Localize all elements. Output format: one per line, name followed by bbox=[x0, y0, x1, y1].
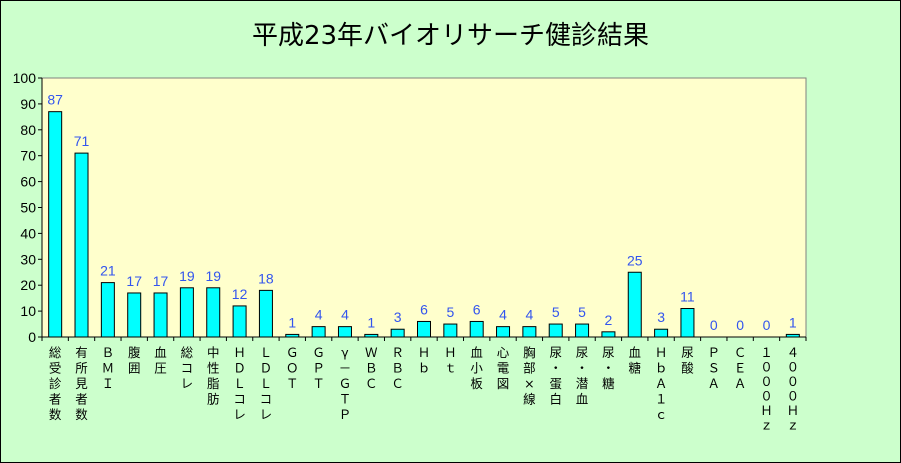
y-tick-label: 30 bbox=[20, 251, 36, 267]
data-label: 4 bbox=[499, 307, 507, 323]
category-label: 総受診者数 bbox=[49, 345, 62, 422]
data-label: 4 bbox=[525, 307, 533, 323]
bar bbox=[417, 320, 431, 338]
category-label: ＢＭＩ bbox=[102, 345, 115, 391]
data-label: 71 bbox=[74, 133, 90, 149]
bar bbox=[337, 326, 352, 338]
bar bbox=[364, 333, 379, 338]
category-label: 尿・糖 bbox=[602, 345, 615, 391]
y-tick-label: 50 bbox=[20, 200, 36, 216]
data-label: 25 bbox=[627, 252, 643, 268]
bar bbox=[232, 305, 247, 338]
bar bbox=[179, 287, 194, 338]
data-label: 0 bbox=[736, 317, 744, 333]
y-tick-label: 10 bbox=[20, 303, 36, 319]
data-label: 0 bbox=[710, 317, 718, 333]
data-label: 6 bbox=[420, 301, 428, 317]
data-label: 19 bbox=[179, 268, 195, 284]
bar bbox=[153, 292, 168, 338]
data-label: 21 bbox=[100, 263, 116, 279]
data-label: 19 bbox=[205, 268, 221, 284]
category-label: ＧＯＴ bbox=[286, 345, 299, 391]
category-label: 心電図 bbox=[497, 345, 510, 391]
category-label: ＨｂＡ１ｃ bbox=[655, 345, 668, 422]
y-tick-label: 80 bbox=[20, 122, 36, 138]
bar bbox=[443, 323, 458, 338]
data-label: 4 bbox=[341, 307, 349, 323]
bar bbox=[627, 271, 642, 338]
category-label: ＧＰＴ bbox=[312, 345, 325, 391]
data-label: 3 bbox=[657, 309, 665, 325]
category-label: 尿酸 bbox=[681, 345, 694, 376]
category-label: 尿・蛋白 bbox=[549, 345, 562, 407]
category-label: ＰＳＡ bbox=[708, 345, 721, 391]
category-label: ＣＥＡ bbox=[734, 345, 747, 391]
y-tick-label: 20 bbox=[20, 277, 36, 293]
y-tick-label: 70 bbox=[20, 148, 36, 164]
category-label: 胸部×線 bbox=[523, 345, 536, 407]
data-label: 12 bbox=[232, 286, 248, 302]
category-label: ４０００Ｈｚ bbox=[787, 345, 800, 433]
category-label: 腹囲 bbox=[128, 345, 141, 376]
category-label: ＷＢＣ bbox=[365, 345, 378, 391]
category-label: 血小板 bbox=[470, 345, 483, 391]
bar bbox=[127, 292, 142, 338]
category-label: 総コレ bbox=[181, 345, 194, 391]
bar bbox=[680, 308, 695, 338]
data-label: 17 bbox=[126, 273, 142, 289]
y-tick-label: 60 bbox=[20, 174, 36, 190]
bar bbox=[100, 282, 115, 338]
data-label: 11 bbox=[680, 289, 695, 305]
data-label: 1 bbox=[288, 314, 296, 330]
y-tick-label: 100 bbox=[13, 70, 37, 86]
category-label: ＨＤＬコレ bbox=[233, 345, 246, 422]
data-label: 1 bbox=[789, 314, 797, 330]
data-label: 87 bbox=[47, 92, 63, 108]
data-label: 5 bbox=[446, 304, 454, 320]
bar bbox=[74, 152, 89, 338]
bar bbox=[601, 331, 616, 338]
category-label: Ｈｂ bbox=[418, 345, 431, 376]
bar bbox=[390, 328, 405, 338]
category-label: Ｈｔ bbox=[444, 345, 457, 376]
bar bbox=[548, 323, 563, 338]
data-label: 17 bbox=[153, 273, 169, 289]
data-label: 5 bbox=[552, 304, 560, 320]
category-label: 血圧 bbox=[154, 345, 167, 376]
bar bbox=[522, 326, 537, 338]
bar bbox=[496, 326, 511, 338]
category-label: ＲＢＣ bbox=[391, 345, 404, 391]
category-label: 血糖 bbox=[629, 345, 642, 376]
plot-area bbox=[41, 77, 807, 338]
bar bbox=[48, 111, 63, 338]
data-label: 18 bbox=[258, 270, 274, 286]
data-label: 2 bbox=[605, 312, 613, 328]
category-label: １０００Ｈｚ bbox=[760, 345, 773, 433]
data-label: 3 bbox=[394, 309, 402, 325]
bar bbox=[258, 289, 273, 338]
bar bbox=[469, 320, 484, 338]
data-label: 6 bbox=[473, 301, 481, 317]
category-label: 中性脂肪 bbox=[207, 345, 220, 407]
bar bbox=[575, 323, 590, 338]
data-label: 0 bbox=[763, 317, 771, 333]
y-tick-label: 0 bbox=[28, 329, 36, 345]
category-label: ＬＤＬコレ bbox=[260, 345, 273, 422]
data-label: 4 bbox=[315, 307, 323, 323]
chart-title: 平成23年バイオリサーチ健診結果 bbox=[251, 21, 650, 51]
y-tick-label: 90 bbox=[20, 96, 36, 112]
bar bbox=[311, 326, 326, 338]
category-label: γ －ＧＴＰ bbox=[339, 345, 352, 422]
category-label: 有所見者数 bbox=[75, 345, 88, 422]
category-label: 尿・潜血 bbox=[576, 345, 589, 407]
bar bbox=[285, 333, 300, 338]
data-label: 1 bbox=[367, 314, 375, 330]
bar bbox=[654, 328, 669, 338]
y-tick-label: 40 bbox=[20, 225, 36, 241]
bar bbox=[206, 287, 221, 338]
data-label: 5 bbox=[578, 304, 586, 320]
bar bbox=[785, 333, 800, 338]
